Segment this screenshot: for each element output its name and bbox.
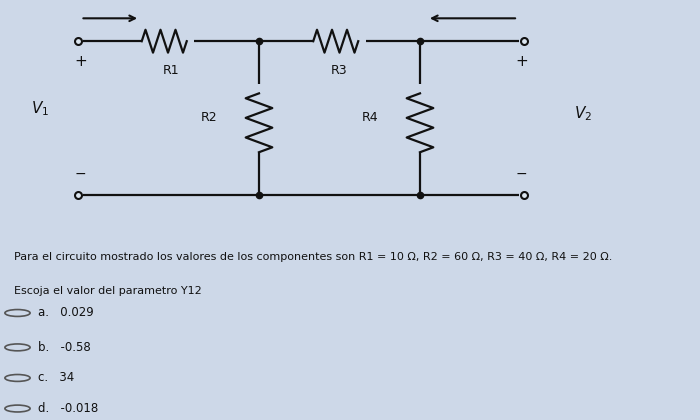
Text: Para el circuito mostrado los valores de los componentes son R1 = 10 Ω, R2 = 60 : Para el circuito mostrado los valores de…	[14, 252, 612, 262]
Text: R1: R1	[163, 64, 180, 77]
Text: $I_1$: $I_1$	[84, 0, 96, 2]
Text: $V_2$: $V_2$	[574, 104, 592, 123]
Text: c.   34: c. 34	[38, 371, 75, 384]
Text: +: +	[74, 54, 87, 69]
Text: Escoja el valor del parametro Y12: Escoja el valor del parametro Y12	[14, 286, 202, 296]
Text: b.   -0.58: b. -0.58	[38, 341, 91, 354]
Text: $I_2$: $I_2$	[441, 0, 453, 2]
Text: −: −	[516, 167, 527, 181]
Text: a.   0.029: a. 0.029	[38, 307, 95, 320]
Text: R2: R2	[200, 111, 217, 124]
Text: d.   -0.018: d. -0.018	[38, 402, 99, 415]
Text: −: −	[75, 167, 86, 181]
Text: $V_1$: $V_1$	[31, 100, 49, 118]
Text: R4: R4	[361, 111, 378, 124]
Text: R3: R3	[331, 64, 348, 77]
Text: +: +	[515, 54, 528, 69]
